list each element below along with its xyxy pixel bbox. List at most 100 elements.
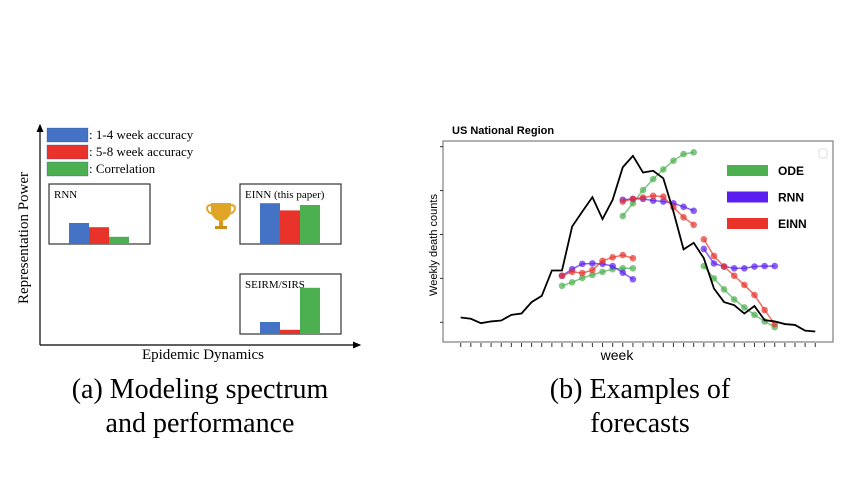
forecast-point-ode bbox=[649, 175, 657, 183]
model-name: SEIRM/SIRS bbox=[245, 279, 305, 291]
forecast-point-einn bbox=[730, 272, 738, 280]
bar bbox=[280, 329, 300, 334]
forecast-point-einn bbox=[720, 263, 728, 270]
forecast-point-einn bbox=[741, 281, 748, 289]
forecast-point-ode bbox=[639, 186, 647, 194]
forecast-point-einn bbox=[680, 214, 687, 221]
forecast-point-rnn bbox=[660, 198, 667, 205]
forecast-point-rnn bbox=[649, 197, 657, 204]
forecast-point-einn bbox=[649, 192, 657, 200]
forecast-point-rnn bbox=[741, 264, 748, 272]
caption-a-line2: and performance bbox=[106, 408, 295, 439]
forecast-point-rnn bbox=[751, 263, 758, 270]
forecast-point-ode bbox=[710, 275, 718, 282]
forecast-point-rnn bbox=[589, 260, 596, 267]
forecast-point-rnn bbox=[700, 245, 708, 253]
legend-swatch bbox=[46, 161, 89, 177]
forecast-point-ode bbox=[720, 286, 728, 293]
model-box-frame bbox=[239, 273, 342, 335]
forecast-point-rnn bbox=[730, 264, 738, 272]
bar bbox=[300, 205, 320, 244]
legend-label: : 5-8 week accuracy bbox=[89, 144, 194, 159]
y-axis-label: Representation Power bbox=[16, 172, 32, 304]
model-box: EINN (this paper) bbox=[239, 183, 342, 245]
legend: : 1-4 week accuracy : 5-8 week accuracy : … bbox=[46, 127, 194, 177]
model-box: SEIRM/SIRS bbox=[239, 273, 342, 335]
forecast-point-ode bbox=[589, 271, 596, 279]
legend-swatch bbox=[46, 127, 89, 143]
bar bbox=[89, 227, 109, 244]
forecast-point-ode bbox=[558, 282, 566, 290]
forecast-point-rnn bbox=[578, 260, 586, 268]
forecast-point-einn bbox=[639, 194, 647, 201]
forecast-point-einn bbox=[660, 193, 667, 200]
bar bbox=[280, 210, 300, 244]
forecast-point-ode bbox=[690, 149, 697, 156]
forecast-point-rnn bbox=[609, 262, 616, 270]
x-axis-label: Epidemic Dynamics bbox=[142, 347, 264, 363]
bar bbox=[260, 203, 280, 244]
legend: ODE RNN EINN bbox=[727, 164, 807, 231]
forecast-point-rnn bbox=[629, 275, 637, 283]
chart-title: US National Region bbox=[452, 125, 554, 137]
forecast-point-einn bbox=[629, 195, 637, 203]
bar bbox=[69, 223, 89, 244]
legend-label: RNN bbox=[778, 191, 804, 205]
forecast-point-einn bbox=[710, 252, 718, 260]
forecast-point-rnn bbox=[680, 203, 687, 211]
legend-label: : Correlation bbox=[89, 161, 156, 176]
forecast-point-einn bbox=[568, 268, 576, 276]
caption-a-line1: (a) Modeling spectrum bbox=[72, 374, 329, 405]
forecast-point-ode bbox=[629, 264, 637, 272]
trophy-icon bbox=[206, 203, 236, 229]
legend-label: ODE bbox=[778, 164, 804, 178]
caption-b-line1: (b) Examples of bbox=[550, 374, 731, 405]
legend-swatch bbox=[727, 218, 768, 229]
forecast-point-ode bbox=[670, 157, 677, 164]
forecast-point-ode bbox=[568, 279, 576, 286]
forecast-point-einn bbox=[599, 257, 606, 265]
model-box: RNN bbox=[48, 183, 151, 245]
forecast-point-rnn bbox=[761, 262, 768, 270]
forecast-point-rnn bbox=[771, 262, 779, 270]
legend-swatch bbox=[727, 165, 768, 176]
forecast-point-ode bbox=[578, 274, 586, 282]
forecast-point-einn bbox=[589, 266, 596, 274]
legend-label: : 1-4 week accuracy bbox=[89, 127, 194, 142]
caption-b-line2: forecasts bbox=[590, 408, 690, 439]
forecast-point-ode bbox=[680, 150, 687, 158]
bar bbox=[109, 236, 129, 244]
forecast-point-einn bbox=[751, 291, 758, 299]
forecast-point-einn bbox=[629, 254, 637, 262]
panel-b: US National Region Weekly death counts w… bbox=[428, 125, 834, 439]
forecast-point-rnn bbox=[690, 207, 697, 215]
forecast-point-ode bbox=[741, 304, 748, 311]
forecast-point-einn bbox=[619, 198, 627, 205]
forecast-point-einn bbox=[700, 235, 708, 243]
forecast-point-einn bbox=[578, 269, 586, 277]
forecast-point-einn bbox=[609, 253, 616, 261]
model-name: RNN bbox=[54, 189, 77, 201]
axis-ticks bbox=[440, 146, 816, 347]
legend-marker-box bbox=[818, 148, 828, 159]
plot-frame bbox=[442, 140, 834, 343]
legend-swatch bbox=[46, 144, 89, 160]
legend-label: EINN bbox=[778, 217, 807, 231]
bar bbox=[300, 287, 320, 334]
forecast-point-einn bbox=[690, 221, 697, 229]
forecast-point-einn bbox=[558, 272, 566, 280]
plot-lines bbox=[460, 149, 816, 333]
y-axis-label: Weekly death counts bbox=[428, 194, 440, 296]
forecast-point-ode bbox=[751, 311, 758, 319]
model-boxes: RNN EINN (this paper) SEIRM/SIRS bbox=[48, 183, 342, 335]
panel-a: Representation Power Epidemic Dynamics :… bbox=[16, 123, 362, 439]
x-axis-label: week bbox=[600, 347, 635, 363]
forecast-point-ode bbox=[730, 296, 738, 303]
forecast-point-rnn bbox=[619, 269, 627, 276]
forecast-point-ode bbox=[660, 166, 667, 173]
ground-truth-line bbox=[460, 154, 816, 333]
model-name: EINN (this paper) bbox=[245, 189, 325, 201]
forecast-point-einn bbox=[761, 306, 768, 314]
legend-swatch bbox=[727, 191, 768, 203]
